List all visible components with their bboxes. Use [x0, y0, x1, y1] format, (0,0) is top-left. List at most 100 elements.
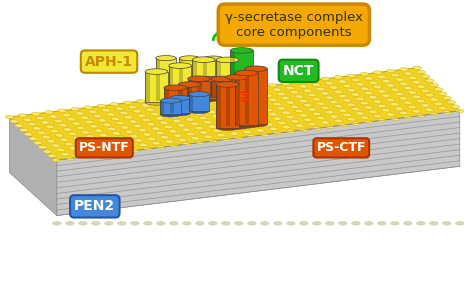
Text: APH-1: APH-1 [85, 55, 133, 69]
Bar [192, 60, 215, 97]
Text: γ-secretase complex
core components: γ-secretase complex core components [225, 11, 363, 38]
Ellipse shape [151, 112, 159, 116]
Bar [197, 79, 220, 99]
Ellipse shape [268, 98, 277, 102]
Ellipse shape [216, 90, 224, 93]
Ellipse shape [211, 100, 220, 103]
Ellipse shape [229, 117, 238, 121]
Ellipse shape [338, 80, 347, 83]
Text: NCT: NCT [283, 64, 314, 78]
Ellipse shape [456, 221, 464, 225]
Ellipse shape [338, 109, 347, 112]
Ellipse shape [191, 122, 199, 126]
Ellipse shape [61, 152, 69, 156]
Ellipse shape [225, 99, 233, 102]
Ellipse shape [104, 138, 112, 141]
Bar [179, 58, 183, 98]
Ellipse shape [303, 103, 312, 107]
Ellipse shape [212, 115, 220, 118]
Ellipse shape [234, 107, 242, 111]
Ellipse shape [400, 68, 408, 71]
Ellipse shape [48, 154, 56, 158]
Ellipse shape [226, 75, 248, 80]
Ellipse shape [421, 104, 429, 107]
Ellipse shape [273, 88, 281, 91]
Ellipse shape [203, 56, 224, 61]
Ellipse shape [186, 118, 194, 121]
Text: PEN2: PEN2 [74, 199, 115, 213]
Ellipse shape [131, 149, 139, 152]
Ellipse shape [326, 125, 334, 128]
Ellipse shape [207, 96, 216, 99]
Ellipse shape [426, 79, 434, 83]
Ellipse shape [150, 98, 158, 101]
Ellipse shape [79, 221, 87, 225]
Ellipse shape [325, 96, 334, 99]
Ellipse shape [347, 74, 356, 77]
Ellipse shape [156, 131, 164, 135]
Ellipse shape [216, 57, 239, 63]
Ellipse shape [120, 126, 129, 129]
Ellipse shape [303, 89, 312, 92]
Ellipse shape [434, 87, 443, 91]
Ellipse shape [321, 121, 329, 124]
Bar [230, 51, 235, 91]
Ellipse shape [151, 127, 160, 130]
Ellipse shape [312, 221, 321, 225]
Ellipse shape [269, 127, 278, 131]
Ellipse shape [144, 147, 152, 151]
Ellipse shape [282, 111, 290, 115]
Ellipse shape [155, 55, 176, 61]
Ellipse shape [137, 99, 145, 103]
Ellipse shape [230, 132, 238, 135]
Bar [197, 79, 202, 99]
Ellipse shape [343, 99, 351, 102]
Ellipse shape [164, 125, 173, 129]
Ellipse shape [208, 110, 216, 114]
Ellipse shape [139, 143, 147, 146]
Ellipse shape [23, 118, 32, 121]
Ellipse shape [386, 113, 395, 116]
Ellipse shape [391, 117, 399, 120]
Ellipse shape [179, 56, 200, 61]
Ellipse shape [211, 76, 234, 82]
Ellipse shape [417, 70, 426, 74]
Ellipse shape [241, 98, 247, 101]
Ellipse shape [55, 134, 64, 137]
Ellipse shape [386, 98, 395, 102]
Ellipse shape [321, 106, 329, 110]
Ellipse shape [212, 129, 221, 132]
Ellipse shape [378, 90, 386, 93]
Ellipse shape [291, 105, 299, 108]
Ellipse shape [188, 97, 210, 103]
Ellipse shape [391, 88, 399, 91]
Bar [145, 71, 168, 102]
Ellipse shape [211, 95, 234, 100]
Ellipse shape [60, 138, 68, 141]
Ellipse shape [264, 108, 273, 112]
Ellipse shape [251, 110, 260, 113]
Ellipse shape [408, 91, 417, 94]
Ellipse shape [360, 87, 369, 90]
Bar [226, 77, 230, 127]
Ellipse shape [128, 105, 137, 109]
Ellipse shape [58, 109, 66, 112]
Ellipse shape [155, 117, 164, 120]
Ellipse shape [378, 75, 386, 79]
Ellipse shape [377, 221, 386, 225]
Bar [169, 66, 191, 99]
Ellipse shape [326, 221, 334, 225]
Ellipse shape [347, 103, 356, 107]
Ellipse shape [268, 83, 277, 87]
Ellipse shape [107, 113, 115, 116]
Ellipse shape [56, 148, 64, 152]
Ellipse shape [234, 122, 243, 125]
Ellipse shape [412, 95, 421, 99]
Ellipse shape [360, 101, 369, 105]
Ellipse shape [80, 116, 89, 120]
Bar [188, 79, 210, 100]
Ellipse shape [94, 129, 103, 132]
Ellipse shape [63, 113, 71, 117]
Ellipse shape [230, 48, 253, 53]
Ellipse shape [118, 221, 126, 225]
